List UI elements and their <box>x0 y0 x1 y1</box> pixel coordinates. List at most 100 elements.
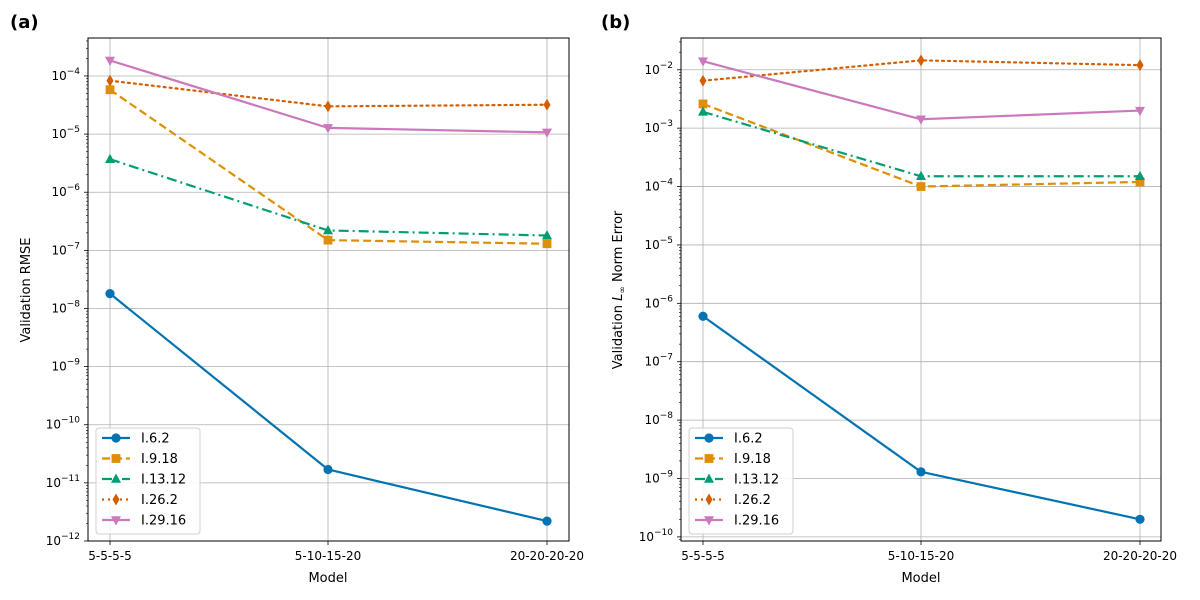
y-tick-base: 10 <box>46 476 61 490</box>
y-tick-base: 10 <box>644 471 659 485</box>
legend-label: I.9.18 <box>734 452 771 467</box>
legend-box <box>688 427 794 535</box>
y-tick-label: 10−7 <box>51 241 80 257</box>
panel-b-y-label-prefix: Validation <box>611 301 626 369</box>
x-tick-label: 5-10-15-20 <box>888 549 954 563</box>
y-tick-base: 10 <box>644 413 659 427</box>
y-tick-label: 10−7 <box>644 353 673 369</box>
legend-label: I.13.12 <box>141 473 186 488</box>
data-point <box>1135 514 1145 524</box>
legend-label: I.6.2 <box>141 432 170 447</box>
y-tick-exponent: −11 <box>61 474 80 484</box>
legend-marker <box>704 454 714 463</box>
data-point <box>323 224 333 235</box>
legend-marker <box>704 473 714 483</box>
y-tick-exponent: −8 <box>660 411 674 421</box>
panel-b-y-label-suffix: Norm Error <box>611 210 626 286</box>
x-tick-label: 5-10-15-20 <box>295 549 361 563</box>
data-point <box>916 467 926 477</box>
y-tick-base: 10 <box>644 180 659 194</box>
series-I.26.2 <box>106 74 551 113</box>
x-tick-label: 20-20-20-20 <box>1103 549 1177 563</box>
y-tick-exponent: −5 <box>660 236 673 246</box>
y-tick-label: 10−5 <box>644 236 673 252</box>
legend-marker <box>111 473 121 483</box>
data-point <box>916 182 926 191</box>
panel-a-x-label: Model <box>308 571 347 586</box>
y-tick-label: 10−4 <box>644 178 673 194</box>
data-point <box>542 230 552 240</box>
y-tick-exponent: −3 <box>660 119 673 129</box>
data-point <box>698 106 708 116</box>
legend-label: I.9.18 <box>141 452 178 467</box>
y-tick-exponent: −12 <box>61 532 80 542</box>
y-tick-exponent: −4 <box>660 178 674 188</box>
series-I.6.2 <box>698 311 1145 524</box>
series-I.29.16 <box>105 56 552 138</box>
data-point <box>323 464 333 475</box>
data-point <box>542 516 552 526</box>
data-point <box>698 311 708 321</box>
y-tick-base: 10 <box>644 238 659 252</box>
panel-a: (a) 10−1210−1110−1010−910−810−710−610−51… <box>10 12 584 586</box>
data-point <box>698 57 708 67</box>
legend-label: I.26.2 <box>141 493 178 508</box>
data-point <box>917 54 925 67</box>
panel-b-y-label: Validation L∞ Norm Error <box>611 210 628 369</box>
series-line <box>108 79 549 108</box>
series-I.9.18 <box>105 85 552 249</box>
data-point <box>105 85 115 95</box>
y-tick-base: 10 <box>644 63 659 77</box>
y-tick-label: 10−8 <box>644 411 673 427</box>
y-tick-exponent: −4 <box>67 67 81 77</box>
data-point <box>105 153 115 163</box>
y-tick-exponent: −7 <box>660 353 673 363</box>
legend-box <box>95 427 201 535</box>
data-point <box>323 235 333 245</box>
y-tick-exponent: −9 <box>67 358 81 368</box>
y-tick-base: 10 <box>51 127 66 141</box>
y-tick-base: 10 <box>51 301 66 315</box>
y-tick-base: 10 <box>51 243 66 257</box>
legend-marker <box>112 493 120 506</box>
legend-label: I.26.2 <box>734 493 771 508</box>
data-point <box>105 289 115 299</box>
y-tick-base: 10 <box>51 69 66 83</box>
y-tick-label: 10−6 <box>51 183 80 199</box>
y-tick-base: 10 <box>51 360 66 374</box>
legend-label: I.13.12 <box>734 473 779 488</box>
data-point <box>1135 106 1145 117</box>
y-tick-base: 10 <box>46 534 61 548</box>
y-tick-label: 10−8 <box>51 299 80 315</box>
series-I.13.12 <box>698 106 1145 181</box>
y-tick-base: 10 <box>644 121 659 135</box>
y-tick-label: 10−5 <box>51 125 80 141</box>
legend-marker <box>111 454 121 463</box>
data-point <box>542 128 552 138</box>
y-tick-base: 10 <box>639 530 654 544</box>
series-I.26.2 <box>699 54 1144 87</box>
y-tick-label: 10−10 <box>46 416 81 432</box>
series-I.6.2 <box>105 289 552 526</box>
panel-b: (b) 10−1010−910−810−710−610−510−410−310−… <box>601 12 1177 586</box>
y-tick-exponent: −2 <box>660 61 673 71</box>
y-tick-label: 10−2 <box>644 61 673 77</box>
series-I.29.16 <box>698 57 1145 125</box>
x-tick-label: 20-20-20-20 <box>510 549 584 563</box>
y-tick-exponent: −6 <box>67 183 81 193</box>
y-tick-label: 10−4 <box>51 67 80 83</box>
data-point <box>916 115 926 125</box>
y-tick-exponent: −8 <box>67 299 81 309</box>
data-point <box>542 239 552 249</box>
y-tick-label: 10−11 <box>46 474 80 490</box>
y-tick-label: 10−6 <box>644 294 673 310</box>
legend-marker <box>704 433 714 443</box>
data-point <box>106 74 114 87</box>
y-tick-label: 10−9 <box>51 358 80 374</box>
y-tick-label: 10−12 <box>46 532 80 548</box>
panel-a-series <box>105 56 552 526</box>
legend-label: I.6.2 <box>734 432 763 447</box>
